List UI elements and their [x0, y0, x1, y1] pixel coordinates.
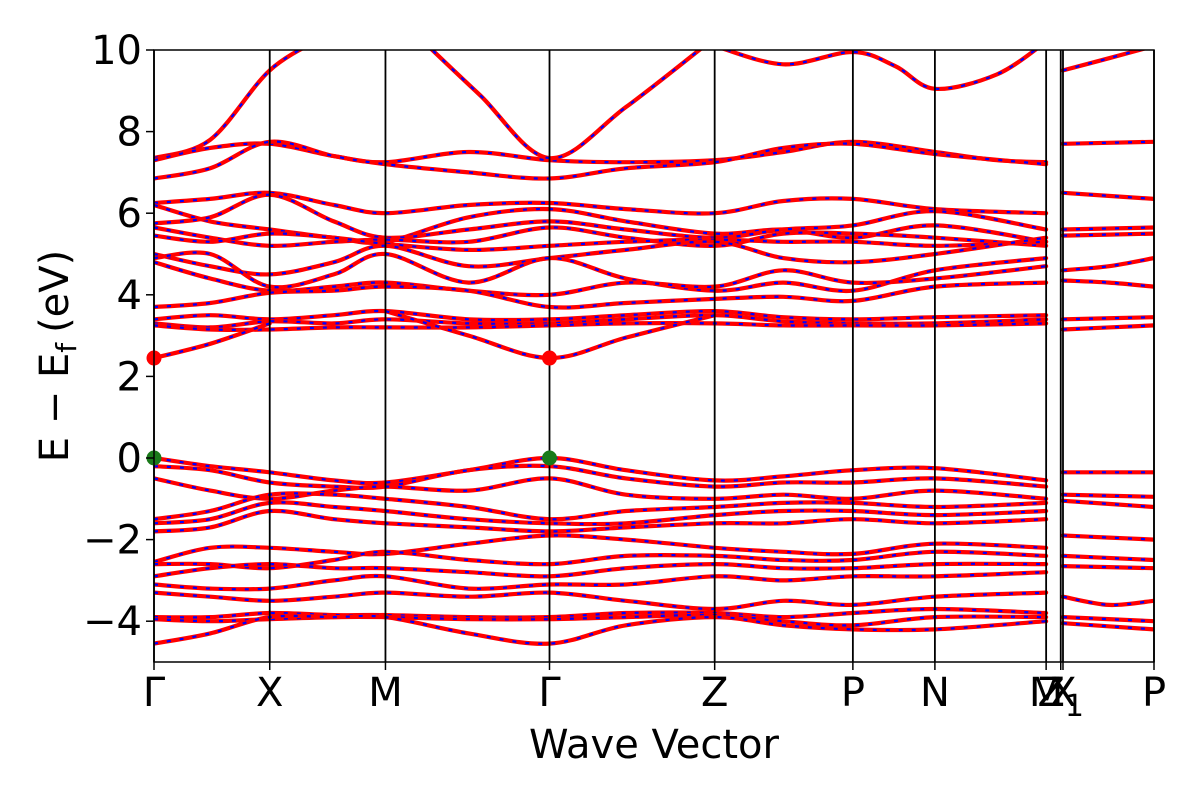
band-line	[1060, 231, 1154, 238]
band-line-overlay	[1062, 534, 1154, 541]
band-line	[154, 231, 1049, 253]
band-line-overlay	[154, 456, 1047, 485]
y-axis-label: E − Ef (eV)	[32, 250, 83, 463]
y-tick-label: 4	[117, 273, 142, 319]
x-tick-label: X	[256, 670, 283, 716]
band-line-overlay	[154, 322, 271, 360]
y-tick-label: −4	[83, 599, 142, 645]
y-tick-label: 2	[117, 354, 142, 400]
band-line	[1060, 323, 1154, 332]
band-line	[154, 570, 1049, 592]
band-line	[154, 308, 1049, 323]
band-line-overlay	[154, 492, 1047, 521]
x-tick-label: Γ	[538, 670, 561, 716]
band-line	[154, 139, 1049, 165]
x-axis-label: Wave Vector	[529, 722, 780, 768]
y-tick-label: 6	[117, 191, 142, 237]
band-line-overlay	[154, 464, 1047, 490]
x-tick-label: M	[1029, 670, 1064, 716]
x-tick-label: P	[1142, 670, 1166, 716]
band-line	[1060, 553, 1154, 563]
x-tick-label-subscript: 1	[1065, 689, 1084, 724]
band-line-overlay	[1062, 279, 1154, 288]
band-line	[154, 613, 1049, 646]
band-line	[1060, 139, 1154, 146]
y-axis-label-main: E − E	[32, 353, 78, 463]
band-line	[154, 533, 1049, 565]
y-tick-label: 8	[117, 110, 142, 156]
x-tick-label-text: Γ	[538, 670, 561, 716]
band-line	[154, 508, 1049, 534]
band-line	[1060, 564, 1154, 571]
y-ticks-group: −4 −2 0 2 4 6 8 10	[83, 28, 154, 645]
cbm-marker	[542, 350, 558, 366]
band-line-overlay	[154, 236, 1047, 276]
band-line-overlay	[154, 477, 1047, 500]
y-axis-label-unit: (eV)	[32, 250, 78, 333]
band-line	[154, 139, 1049, 181]
plot-frame	[153, 49, 1155, 663]
band-line	[1060, 315, 1154, 322]
band-line	[1060, 50, 1148, 73]
band-line	[154, 606, 1049, 620]
band-line	[154, 612, 1049, 628]
band-line-overlay	[154, 251, 1047, 293]
band-line	[1060, 615, 1154, 624]
band-line	[154, 590, 1049, 612]
x-tick-label-text: Z	[701, 670, 728, 716]
band-line-overlay	[154, 203, 1047, 244]
x-tick-label-text: Γ	[143, 670, 166, 716]
vbm-marker	[542, 450, 558, 466]
band-line	[154, 549, 1049, 571]
x-tick-label-text: X	[1049, 670, 1076, 716]
plot-background	[154, 50, 1154, 662]
band-line-overlay	[154, 193, 1047, 239]
x-tick-label-text: N	[920, 670, 950, 716]
band-line	[1060, 498, 1154, 510]
y-tick-label: 0	[117, 436, 142, 482]
band-line	[1060, 225, 1154, 232]
x-tick-label: N	[920, 670, 950, 716]
x-tick-label: Z1	[1037, 670, 1084, 724]
x-tick-label: X	[1049, 670, 1076, 716]
x-tick-label-text: Z	[1037, 670, 1064, 716]
x-tick-label-text: P	[841, 670, 865, 716]
band-line-overlay	[1062, 595, 1154, 607]
x-tick-label: P	[841, 670, 865, 716]
y-tick-label: −2	[83, 518, 142, 564]
band-line-overlay	[1062, 257, 1154, 272]
band-line	[154, 280, 1049, 310]
x-tick-label: Z	[701, 670, 728, 716]
y-tick-label: 10	[91, 28, 142, 74]
x-tick-label: M	[368, 670, 403, 716]
y-axis-label-subscript: f	[50, 342, 83, 353]
band-line	[154, 321, 1049, 332]
band-line-overlay	[154, 226, 1047, 247]
x-tick-label-text: X	[256, 670, 283, 716]
x-tick-label-text: M	[1029, 670, 1064, 716]
x-tick-label-text: P	[1142, 670, 1166, 716]
band-line	[1060, 190, 1154, 201]
band-line	[720, 50, 1039, 92]
band-line-overlay	[154, 191, 1047, 215]
band-line	[154, 561, 1049, 579]
x-tick-label: Γ	[143, 670, 166, 716]
band-line	[1060, 492, 1154, 499]
band-line	[1060, 621, 1154, 632]
band-line	[154, 500, 1049, 527]
x-tick-label-text: M	[368, 670, 403, 716]
